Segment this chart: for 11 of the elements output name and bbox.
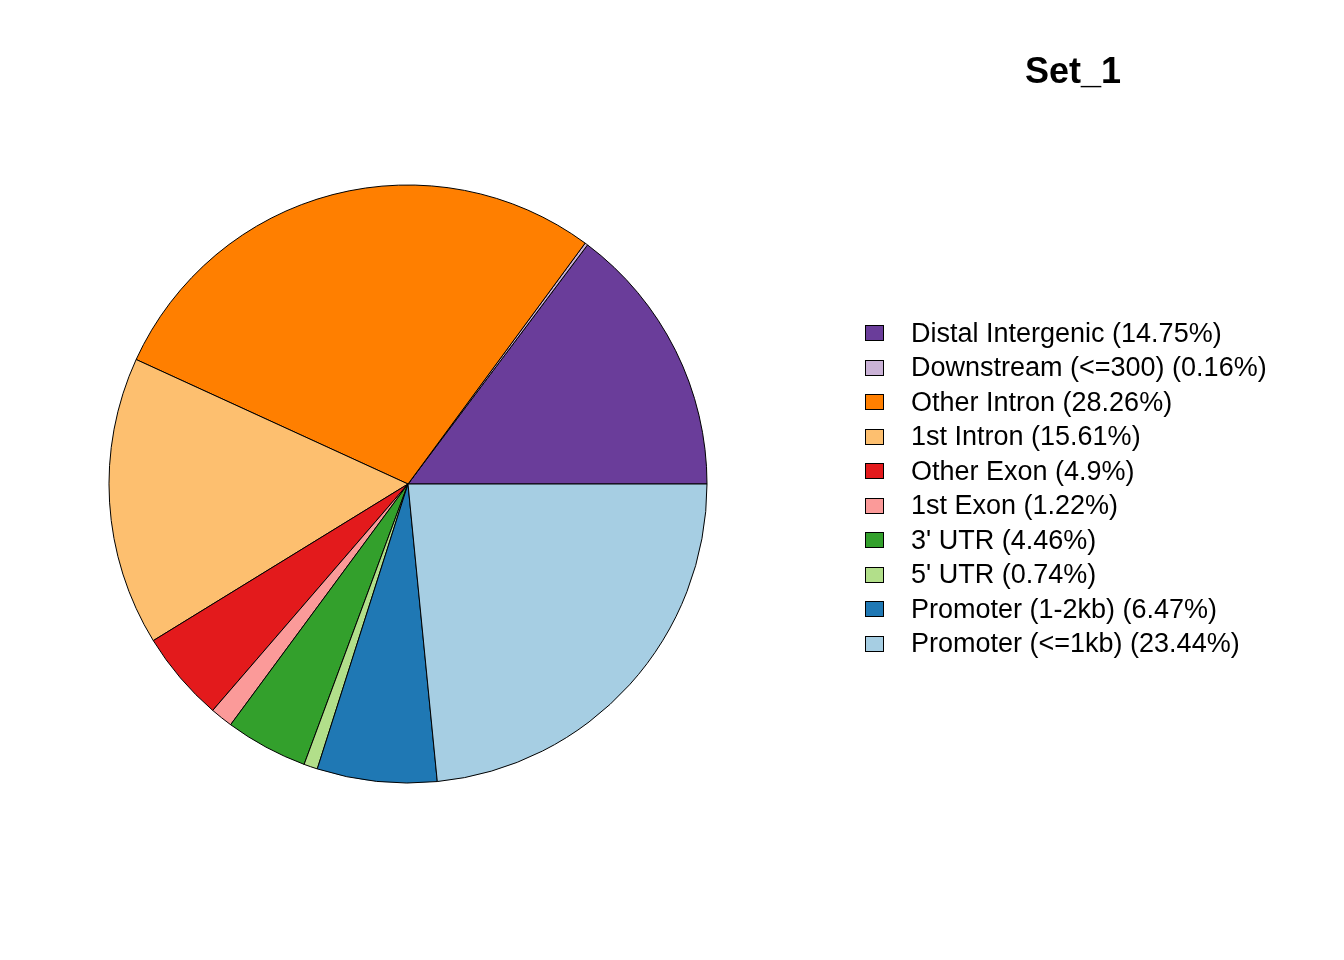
legend-label: 1st Intron (15.61%) — [911, 421, 1141, 453]
legend-label: Other Intron (28.26%) — [911, 386, 1173, 418]
legend-label: 5' UTR (0.74%) — [911, 559, 1097, 591]
legend-label: Downstream (<=300) (0.16%) — [911, 352, 1267, 384]
legend-label: Other Exon (4.9%) — [911, 455, 1135, 487]
legend-label: Promoter (1-2kb) (6.47%) — [911, 593, 1218, 625]
legend-label: Distal Intergenic (14.75%) — [911, 317, 1222, 349]
chart-title: Set_1 — [1023, 50, 1123, 92]
legend-label: Promoter (<=1kb) (23.44%) — [911, 628, 1240, 660]
legend-label: 1st Exon (1.22%) — [911, 490, 1119, 522]
legend-label: 3' UTR (4.46%) — [911, 524, 1097, 556]
